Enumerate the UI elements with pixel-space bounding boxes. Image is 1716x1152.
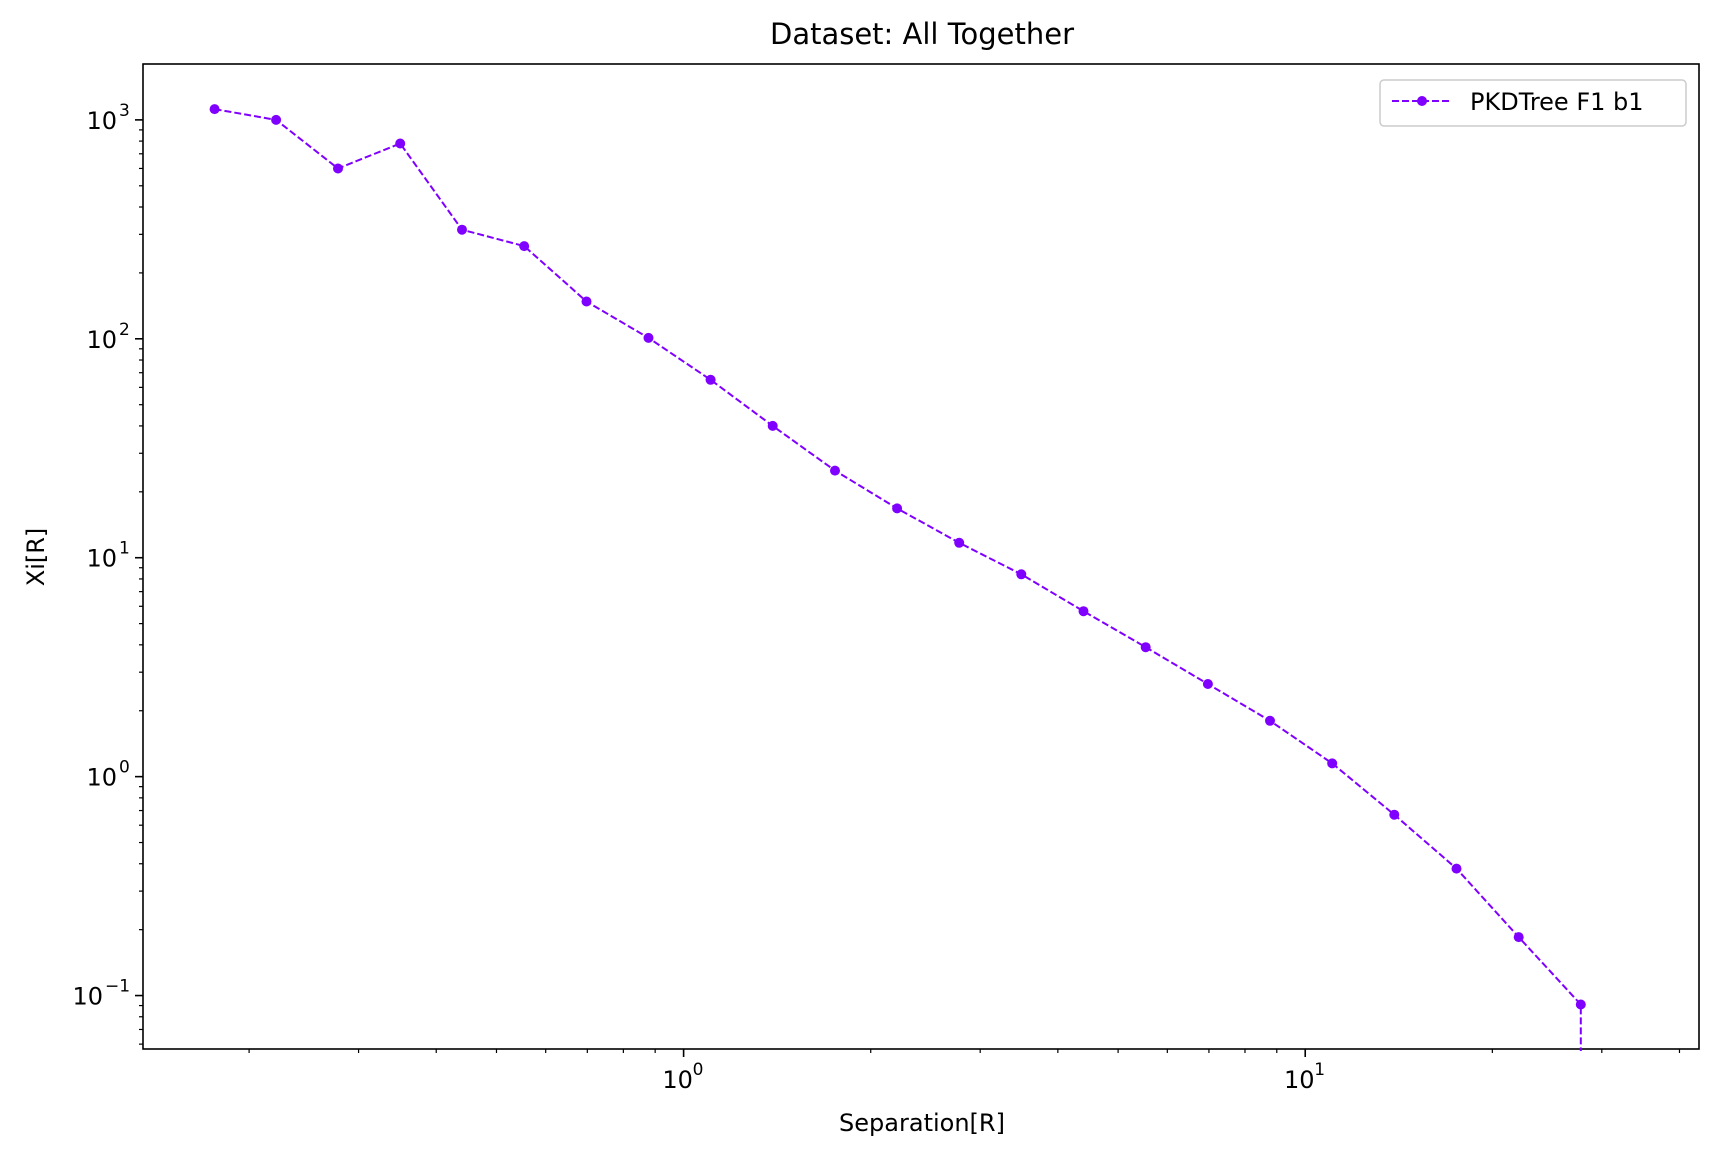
data-point — [519, 241, 530, 252]
data-point — [1327, 758, 1338, 769]
y-tick-label: 10 — [86, 326, 117, 354]
legend[interactable]: PKDTree F1 b1 — [1379, 79, 1687, 127]
data-point — [705, 374, 716, 385]
chart-title: Dataset: All Together — [770, 17, 1074, 51]
series-line — [214, 108, 1582, 1051]
y-tick-exponent: −1 — [105, 977, 130, 997]
x-tick-label: 10 — [1284, 1066, 1315, 1094]
data-point — [1513, 932, 1524, 943]
legend-marker-sample — [1417, 96, 1427, 106]
data-point — [830, 465, 840, 476]
legend-box — [1379, 79, 1687, 127]
data-point — [1016, 569, 1027, 580]
data-point — [457, 224, 467, 235]
data-point — [643, 332, 654, 343]
y-tick-label: 10 — [86, 545, 117, 573]
x-axis: 10 0 10 1 — [248, 1049, 1681, 1094]
data-point — [581, 296, 592, 307]
data-point — [1451, 863, 1462, 874]
data-point — [333, 163, 343, 174]
data-point — [1078, 606, 1089, 617]
data-point — [954, 537, 965, 548]
x-axis-label: Separation[R] — [839, 1109, 1005, 1137]
data-point — [892, 503, 903, 514]
data-point — [1575, 999, 1586, 1010]
y-tick-label: 10 — [86, 764, 117, 792]
y-tick-label: 10 — [72, 983, 103, 1011]
plot-area — [142, 63, 1700, 1050]
y-tick-label: 10 — [86, 107, 117, 135]
x-tick-exponent: 1 — [1314, 1060, 1325, 1080]
data-point — [209, 104, 220, 115]
data-point — [271, 114, 282, 125]
y-tick-exponent: 3 — [119, 101, 130, 121]
series-layer — [209, 104, 1586, 1051]
y-tick-exponent: 1 — [119, 539, 130, 559]
y-tick-exponent: 0 — [119, 758, 130, 778]
x-tick-exponent: 0 — [693, 1060, 704, 1080]
x-tick-label: 10 — [662, 1066, 693, 1094]
data-point — [1389, 809, 1400, 820]
legend-label: PKDTree F1 b1 — [1470, 88, 1644, 116]
data-point — [1265, 715, 1275, 726]
y-axis-label: Xi[R] — [22, 528, 50, 587]
data-point — [395, 138, 406, 149]
data-point — [1202, 679, 1213, 689]
y-tick-exponent: 2 — [119, 320, 130, 340]
data-point — [767, 420, 778, 431]
data-point — [1140, 642, 1151, 653]
